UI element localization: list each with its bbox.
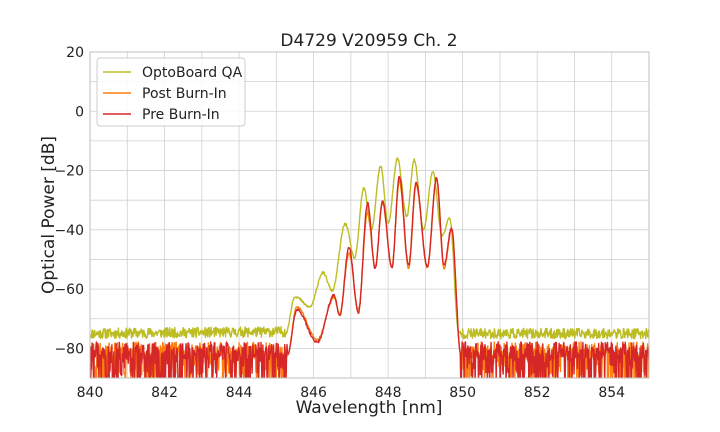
legend: OptoBoard QA Post Burn-In Pre Burn-In — [96, 57, 246, 127]
x-tick-label: 840 — [77, 385, 104, 401]
series-line-pre-burn-in — [90, 175, 649, 378]
plot-frame — [89, 51, 650, 379]
axes-frame — [89, 51, 650, 379]
legend-label: Pre Burn-In — [142, 107, 220, 123]
legend-box — [96, 57, 246, 127]
legend-label: Post Burn-In — [142, 86, 227, 102]
x-tick-label: 852 — [524, 385, 551, 401]
chart-title: D4729 V20959 Ch. 2 — [280, 31, 457, 51]
y-axis-label: Optical Power [dB] — [39, 136, 59, 294]
x-tick-label: 846 — [300, 385, 327, 401]
y-tick-label: 0 — [75, 104, 84, 120]
y-tick-label: −40 — [54, 223, 84, 239]
x-tick-label: 848 — [375, 385, 402, 401]
x-tick-label: 850 — [449, 385, 476, 401]
x-tick-label: 842 — [151, 385, 178, 401]
y-tick-label: −20 — [54, 164, 84, 180]
y-tick-label: −60 — [54, 282, 84, 298]
x-tick-label: 854 — [598, 385, 625, 401]
x-axis-label: Wavelength [nm] — [296, 398, 443, 418]
y-tick-labels: 20 0 −20 −40 −60 −80 — [54, 45, 84, 357]
y-tick-label: 20 — [66, 45, 84, 61]
x-tick-labels: 840 842 844 846 848 850 852 854 — [77, 385, 626, 401]
y-tick-label: −80 — [54, 341, 84, 357]
x-tick-label: 844 — [226, 385, 253, 401]
series-group — [90, 157, 649, 378]
legend-label: OptoBoard QA — [142, 65, 243, 81]
